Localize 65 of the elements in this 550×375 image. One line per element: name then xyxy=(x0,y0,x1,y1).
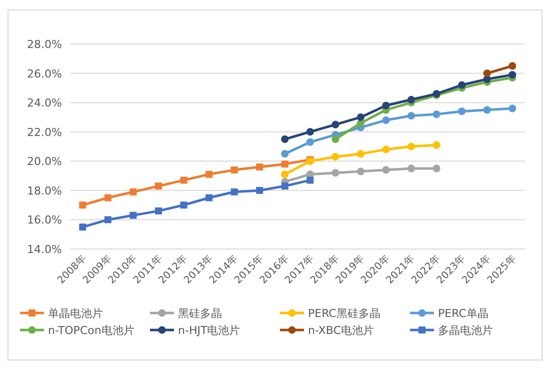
point xyxy=(180,176,188,184)
point xyxy=(432,164,440,172)
legend-label: PERC黑硅多晶 xyxy=(308,307,380,320)
point xyxy=(206,194,213,202)
y-tick-label: 14.0% xyxy=(27,243,62,256)
point xyxy=(130,212,137,219)
point xyxy=(79,224,86,231)
legend-label: 单晶电池片 xyxy=(48,307,103,320)
point xyxy=(407,142,416,150)
point xyxy=(281,182,288,190)
point xyxy=(483,106,491,114)
point xyxy=(458,81,466,89)
legend-label: 黑硅多晶 xyxy=(178,307,222,320)
point xyxy=(130,188,137,196)
point xyxy=(306,176,314,184)
point xyxy=(332,135,340,143)
point xyxy=(230,166,238,174)
point xyxy=(306,128,314,136)
point xyxy=(180,202,188,209)
point xyxy=(407,112,416,120)
point xyxy=(104,216,112,224)
point xyxy=(356,150,364,158)
legend-label: n-XBC电池片 xyxy=(308,324,374,337)
y-tick-label: 22.0% xyxy=(27,126,62,139)
y-tick-label: 26.0% xyxy=(27,67,62,80)
y-tick-label: 28.0% xyxy=(27,38,62,51)
point xyxy=(407,96,416,104)
point xyxy=(256,186,264,194)
legend-label: n-TOPCon电池片 xyxy=(48,324,134,337)
legend-label: PERC单晶 xyxy=(438,307,488,320)
point xyxy=(356,168,364,176)
point xyxy=(508,104,516,112)
point xyxy=(206,170,213,178)
point xyxy=(483,69,491,78)
point xyxy=(79,202,86,209)
point xyxy=(356,113,364,122)
point xyxy=(230,188,238,196)
point xyxy=(281,135,289,143)
point xyxy=(332,152,340,161)
point xyxy=(332,169,340,177)
legend-label: n-HJT电池片 xyxy=(178,324,240,337)
point xyxy=(306,138,314,146)
y-tick-label: 18.0% xyxy=(27,184,62,198)
point xyxy=(281,170,289,178)
point xyxy=(382,102,390,110)
legend-label: 多晶电池片 xyxy=(438,324,493,337)
point xyxy=(256,164,264,170)
point xyxy=(432,141,440,149)
point xyxy=(407,164,416,172)
point xyxy=(281,150,289,158)
point xyxy=(154,182,162,190)
point xyxy=(281,160,288,168)
point xyxy=(508,62,516,70)
y-tick-label: 16.0% xyxy=(27,214,62,227)
point xyxy=(382,146,390,154)
point xyxy=(154,207,162,214)
point xyxy=(458,108,466,116)
point xyxy=(382,116,390,124)
point xyxy=(508,70,516,79)
point xyxy=(432,110,440,118)
point xyxy=(382,166,390,174)
y-tick-label: 20.0% xyxy=(27,155,62,168)
y-tick-label: 24.0% xyxy=(27,96,62,110)
point xyxy=(332,120,340,128)
point xyxy=(104,194,112,202)
